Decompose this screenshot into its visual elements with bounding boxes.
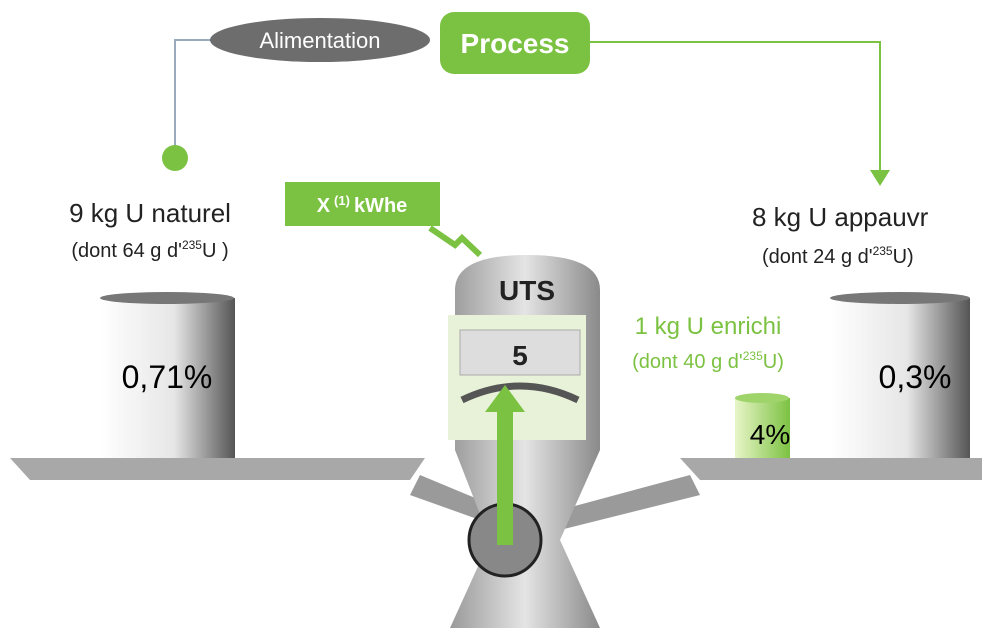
energy-bolt (428, 225, 483, 258)
tails-arrow (870, 170, 890, 186)
left-pan (10, 458, 425, 480)
product-detail: (dont 40 g d'235U) (632, 349, 784, 373)
right-arm (560, 475, 700, 530)
feed-cylinder-top (100, 292, 234, 304)
machine-label: UTS (499, 275, 555, 306)
feed-label: Alimentation (259, 28, 380, 53)
tails-cylinder (830, 298, 970, 458)
machine-body (450, 255, 600, 628)
tails-connector (590, 41, 881, 172)
energy-label: X (1) kWhe (317, 193, 408, 217)
feed-dot (162, 145, 188, 171)
gauge-arc (460, 382, 580, 404)
pointer-head (485, 385, 525, 412)
feed-detail: (dont 64 g d'235U ) (71, 238, 228, 262)
feed-oval (210, 18, 430, 62)
counter-value: 5 (512, 340, 528, 371)
feed-title: 9 kg U naturel (69, 198, 231, 228)
feed-percent: 0,71% (122, 359, 213, 395)
product-title: 1 kg U enrichi (635, 313, 782, 340)
tails-cylinder-top (830, 292, 970, 304)
product-cup (735, 398, 790, 458)
tails-detail: (dont 24 g d'235U) (762, 244, 914, 268)
left-arm (410, 475, 480, 520)
right-pan (680, 458, 982, 480)
counter-box (459, 329, 581, 376)
feed-cylinder (100, 298, 235, 458)
process-label: Process (461, 28, 570, 59)
feed-connector (174, 39, 215, 150)
process-box (440, 12, 590, 74)
product-cup-top (735, 393, 789, 403)
product-percent: 4% (750, 419, 790, 450)
tails-percent: 0,3% (879, 359, 952, 395)
pointer-shaft (497, 410, 513, 545)
tails-title: 8 kg U appauvr (752, 202, 929, 232)
energy-box (285, 182, 440, 226)
